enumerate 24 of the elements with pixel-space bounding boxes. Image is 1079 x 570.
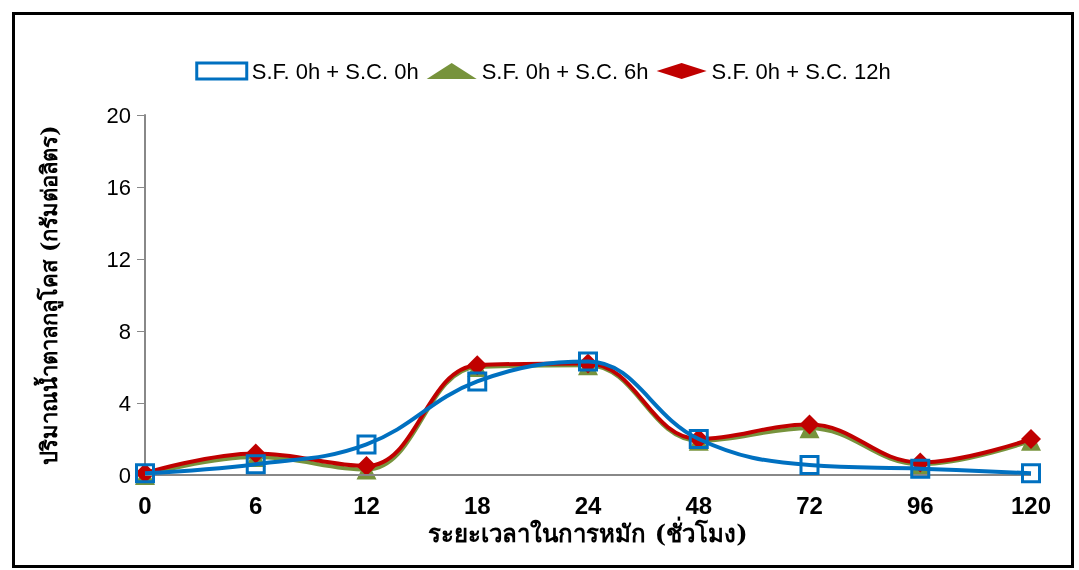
point: [799, 455, 820, 476]
point: [1021, 463, 1041, 484]
point: [245, 454, 266, 475]
legend-label: S.F. 0h + S.C. 0h: [251, 58, 419, 84]
y-tick-label: 8: [118, 318, 131, 344]
x-tick-label: 6: [249, 491, 263, 519]
x-tick-label: 48: [685, 491, 713, 519]
y-axis-title: ปริมาณน้ำตาลกลูโคส (กรัมต่อลิตร): [33, 125, 64, 465]
x-tick-label: 72: [796, 491, 823, 519]
y-tick-label: 12: [106, 246, 131, 272]
point: [356, 434, 377, 455]
legend-label: S.F. 0h + S.C. 12h: [711, 58, 891, 84]
x-tick-label: 18: [463, 491, 491, 519]
x-tick-label: 24: [574, 491, 602, 519]
y-tick-label: 4: [118, 390, 131, 416]
x-tick-label: 120: [1010, 491, 1052, 519]
y-tick-label: 20: [106, 102, 131, 128]
legend-label: S.F. 0h + S.C. 6h: [481, 58, 649, 84]
point: [467, 371, 488, 392]
y-tick-label: 16: [106, 174, 131, 200]
y-tick-label: 0: [118, 462, 131, 488]
x-tick-label: 96: [906, 491, 934, 519]
x-tick-label: 12: [353, 491, 380, 519]
x-tick-label: 0: [138, 491, 152, 519]
